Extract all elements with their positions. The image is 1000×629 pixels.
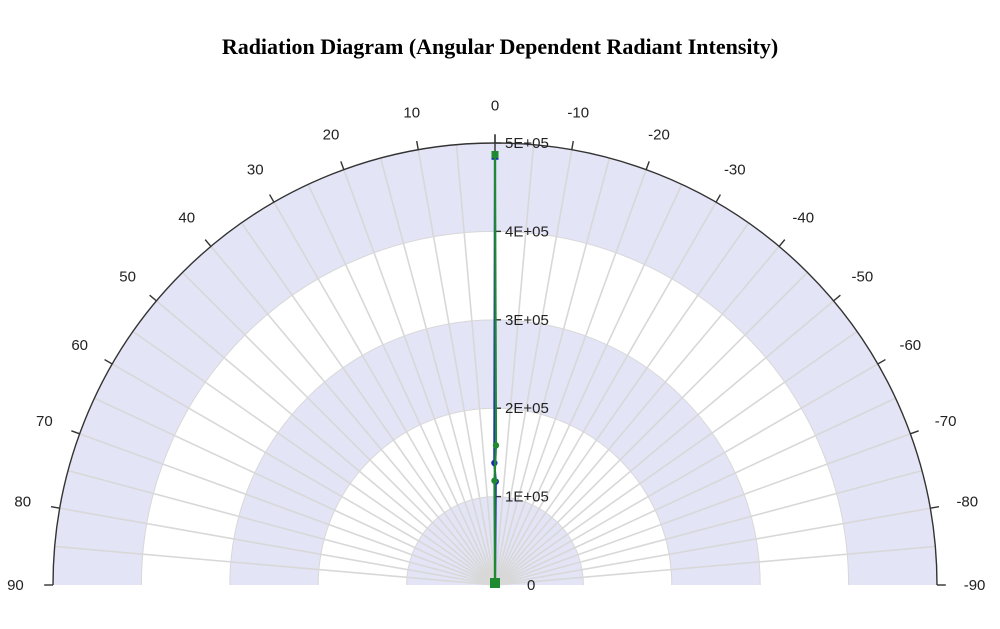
angle-tick-mark bbox=[71, 430, 80, 435]
angle-tick-mark bbox=[268, 194, 275, 203]
tick-labels: 90 80 70 60 50 40 30 20 10 0 -10 -20 -30 -40 -50 -60 -70… bbox=[7, 97, 985, 594]
angle-tick-mark bbox=[104, 358, 113, 365]
angle-tick-label: 20 bbox=[323, 126, 340, 143]
radial-tick-label: 4E+05 bbox=[505, 223, 549, 240]
angle-tick-mark bbox=[340, 161, 345, 170]
spoke-gridline bbox=[494, 222, 750, 586]
spoke-gridline bbox=[273, 201, 496, 586]
angle-tick-label: -90 bbox=[964, 577, 986, 594]
spoke-gridline bbox=[240, 222, 496, 586]
series-point-2 bbox=[491, 150, 499, 158]
spoke-gridline bbox=[307, 184, 496, 586]
spoke-gridline bbox=[494, 271, 809, 586]
spoke-gridline bbox=[59, 507, 496, 586]
spoke-gridline bbox=[494, 397, 896, 586]
angle-tick-label: 90 bbox=[7, 577, 24, 594]
spoke-gridline bbox=[94, 397, 496, 586]
spoke-gridline bbox=[455, 144, 496, 586]
angle-tick-mark bbox=[833, 294, 841, 302]
angle-tick-label: 80 bbox=[14, 494, 31, 511]
spoke-gridline bbox=[210, 245, 496, 586]
angle-tick-mark bbox=[715, 194, 722, 203]
angle-tick-mark bbox=[930, 506, 940, 509]
angle-tick-label: 40 bbox=[178, 210, 195, 227]
spoke-gridline bbox=[343, 169, 496, 586]
spoke-gridline bbox=[494, 330, 858, 586]
angle-tick-label: 70 bbox=[36, 413, 53, 430]
spoke-gridline bbox=[111, 363, 496, 586]
angle-tick-mark bbox=[50, 506, 60, 509]
spoke-gridline bbox=[155, 300, 496, 586]
spoke-gridline bbox=[494, 169, 647, 586]
angle-tick-label: 50 bbox=[119, 269, 136, 286]
radial-tick-label: 3E+05 bbox=[505, 312, 549, 329]
angle-tick-mark bbox=[877, 358, 886, 365]
spoke-gridline bbox=[494, 300, 835, 586]
angle-tick-label: -70 bbox=[935, 413, 957, 430]
radial-tick-label: 2E+05 bbox=[505, 400, 549, 417]
chart-title: Radiation Diagram (Angular Dependent Rad… bbox=[221, 34, 779, 59]
angle-tick-label: 60 bbox=[71, 337, 88, 354]
angle-tick-label: -40 bbox=[792, 210, 814, 227]
angle-tick-label: -60 bbox=[899, 337, 921, 354]
spoke-gridline bbox=[494, 184, 683, 586]
angle-tick-mark bbox=[645, 161, 650, 170]
spoke-gridline bbox=[67, 469, 496, 586]
spoke-gridline bbox=[494, 363, 879, 586]
radial-tick-label: 0 bbox=[527, 577, 535, 594]
angle-tick-mark bbox=[778, 239, 786, 247]
spoke-gridline bbox=[494, 201, 717, 586]
spoke-gridline bbox=[132, 330, 496, 586]
angle-tick-label: 0 bbox=[491, 97, 499, 114]
angle-tick-mark bbox=[910, 430, 919, 435]
series-layer bbox=[490, 150, 500, 588]
angle-tick-label: -20 bbox=[648, 126, 670, 143]
spoke-gridline bbox=[181, 271, 496, 586]
series-point-2 bbox=[490, 578, 500, 588]
angle-tick-mark bbox=[571, 140, 574, 150]
angle-tick-label: 30 bbox=[247, 162, 264, 179]
spoke-gridline bbox=[54, 545, 496, 586]
spoke-gridline bbox=[379, 157, 496, 586]
angle-tick-mark bbox=[416, 140, 419, 150]
spoke-gridline bbox=[494, 144, 535, 586]
spoke-gridline bbox=[494, 245, 780, 586]
spoke-gridline bbox=[494, 469, 923, 586]
angle-tick-mark bbox=[204, 239, 212, 247]
spoke-gridline bbox=[494, 433, 911, 586]
angle-tick-label: -50 bbox=[852, 269, 874, 286]
series-point-2 bbox=[492, 442, 500, 449]
radial-tick-label: 1E+05 bbox=[505, 489, 549, 506]
angle-tick-label: -10 bbox=[567, 105, 589, 122]
radial-tick-label: 5E+05 bbox=[505, 135, 549, 152]
spoke-gridline bbox=[417, 149, 496, 586]
angle-tick-label: -80 bbox=[956, 494, 978, 511]
series-line-2 bbox=[493, 154, 498, 586]
spoke-gridline bbox=[494, 545, 936, 586]
spoke-gridline bbox=[494, 157, 611, 586]
angle-tick-label: 10 bbox=[403, 105, 420, 122]
series-point-2 bbox=[491, 477, 498, 484]
spoke-gridline bbox=[494, 507, 931, 586]
angle-tick-label: -30 bbox=[724, 162, 746, 179]
spoke-gridline bbox=[79, 433, 496, 586]
spoke-gridline bbox=[494, 149, 573, 586]
angle-tick-mark bbox=[149, 294, 157, 302]
